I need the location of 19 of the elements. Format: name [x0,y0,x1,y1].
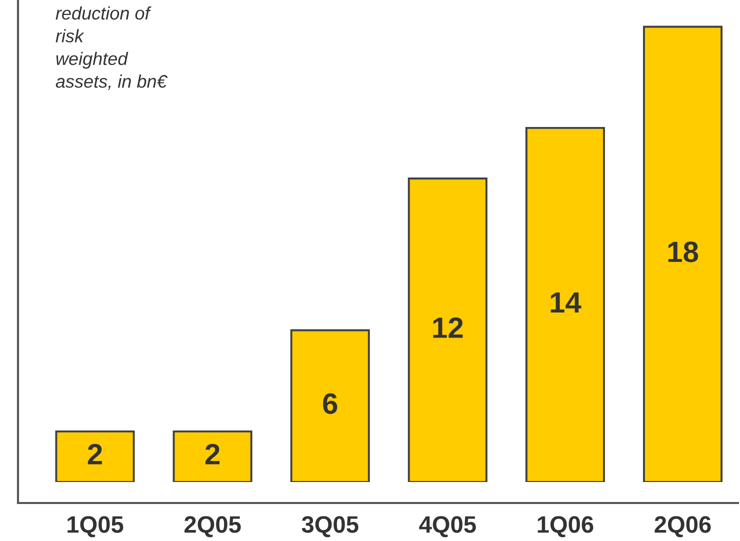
x-tick-label: 1Q06 [538,516,594,538]
data-label: 6 [323,393,338,414]
bar [525,126,605,482]
data-label: 2 [88,444,102,464]
bar [172,430,252,482]
data-label: 12 [433,317,463,338]
x-tick-label: 4Q05 [419,516,476,538]
data-label: 14 [550,292,582,313]
bar [55,430,135,482]
data-label: 2 [205,444,220,464]
x-tick-label: 1Q05 [68,516,124,538]
y-axis-title: reduction of risk weighted assets, in bn€ [56,6,168,90]
x-tick-label: 3Q05 [302,516,358,538]
x-tick-label: 2Q06 [654,516,711,538]
x-tick-label: 2Q05 [184,516,241,538]
bar [642,26,723,482]
data-label: 18 [668,242,698,262]
bar [408,178,488,482]
bar [290,329,370,482]
